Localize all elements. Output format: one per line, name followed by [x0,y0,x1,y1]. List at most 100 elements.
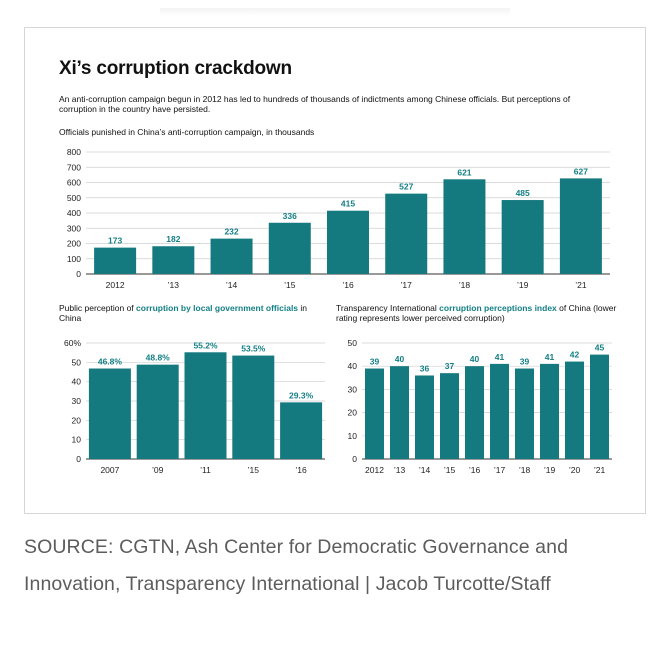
y-tick-label: 50 [72,357,82,367]
bar [88,368,131,459]
cpi-chart: 0 10 20 30 40 50 39 2012 40 ’13 36 ’14 37 ’15 40 ’16 41 ’… [348,338,612,475]
x-tick-label: 2012 [365,465,384,475]
bar [210,238,253,274]
public-perception-chart: 0 10 20 30 40 50 60% 46.8% 2007 48.8% ’09 55.2% ’11 5… [64,338,325,475]
value-label: 48.8% [146,353,171,363]
bar [385,193,428,274]
y-tick-label: 400 [67,208,81,218]
bar [443,179,486,274]
value-label: 336 [283,211,297,221]
y-tick-label: 200 [67,239,81,249]
x-tick-label: ’21 [594,465,606,475]
value-label: 485 [516,188,530,198]
x-tick-label: ’15 [248,465,260,475]
bar [280,402,323,459]
infographic-subtitle: An anti-corruption campaign begun in 201… [59,94,571,114]
bar [327,210,369,274]
bar [440,373,459,459]
value-label: 40 [470,354,480,364]
y-tick-label: 100 [67,254,81,264]
value-label: 55.2% [193,340,218,350]
value-label: 182 [166,234,180,244]
bar [232,355,275,459]
value-label: 29.3% [289,390,314,400]
top-divider [160,8,510,16]
value-label: 39 [370,357,380,367]
x-tick-label: ’13 [168,280,180,290]
x-tick-label: ’18 [519,465,531,475]
value-label: 40 [395,354,405,364]
bar [94,247,137,274]
y-tick-label: 10 [72,435,82,445]
bar [559,178,602,274]
title-pre: Transparency International [336,303,440,313]
y-tick-label: 40 [72,377,82,387]
y-tick-label: 40 [348,361,358,371]
value-label: 621 [457,167,471,177]
x-tick-label: ’15 [444,465,456,475]
bar [184,352,227,459]
x-tick-label: ’19 [544,465,556,475]
y-tick-label: 800 [67,147,81,157]
x-tick-label: ’11 [200,465,211,475]
value-label: 627 [574,166,588,176]
y-tick-label: 10 [348,431,358,441]
title-post: of China (lower rating represents lower … [336,303,617,323]
bar [515,368,534,459]
y-tick-label: 0 [76,454,81,464]
bar [540,363,559,459]
title-highlight: corruption perceptions index [439,303,557,313]
x-tick-label: ’13 [394,465,406,475]
bar [501,200,544,274]
y-tick-label: 300 [67,223,81,233]
x-tick-label: ’21 [575,280,587,290]
x-tick-label: 2007 [100,465,119,475]
bar [365,368,384,459]
x-tick-label: ’09 [152,465,164,475]
bar [390,366,409,459]
x-tick-label: ’19 [517,280,529,290]
value-label: 41 [495,352,505,362]
bar [415,375,434,459]
value-label: 46.8% [98,357,123,367]
x-tick-label: ’20 [569,465,581,475]
value-label: 53.5% [241,344,266,354]
y-tick-label: 20 [72,415,82,425]
value-label: 42 [570,350,580,360]
x-tick-label: ’16 [295,465,307,475]
public-perception-chart-title: Public perception of corruption by local… [59,303,309,323]
y-tick-label: 60% [64,338,81,348]
officials-punished-chart-title: Officials punished in China’s anti-corru… [59,127,315,137]
bar [490,363,509,459]
value-label: 415 [341,199,355,209]
x-tick-label: ’14 [419,465,431,475]
y-tick-label: 20 [348,408,358,418]
x-tick-label: ’17 [401,280,413,290]
y-tick-label: 0 [76,269,81,279]
officials-punished-chart: 0 100 200 300 400 500 600 700 800 173 2012 182 ’13 23… [67,147,610,290]
value-label: 45 [595,343,605,353]
y-tick-label: 30 [72,396,82,406]
y-tick-label: 50 [348,338,358,348]
bar [565,361,584,459]
y-tick-label: 30 [348,384,358,394]
x-tick-label: ’16 [469,465,481,475]
title-post: in China [59,303,308,323]
value-label: 232 [224,227,238,237]
infographic-title: Xi’s corruption crackdown [59,58,292,79]
x-tick-label: ’17 [494,465,506,475]
y-tick-label: 500 [67,193,81,203]
bar [465,366,484,459]
value-label: 173 [108,236,122,246]
x-tick-label: ’14 [226,280,238,290]
value-label: 39 [520,357,530,367]
value-label: 527 [399,182,413,192]
y-tick-label: 600 [67,178,81,188]
title-pre: Public perception of [59,303,137,313]
bar [590,354,609,459]
x-tick-label: ’18 [459,280,471,290]
cpi-chart-title: Transparency International corruption pe… [336,303,626,323]
bar [136,364,179,459]
bar [152,246,195,274]
